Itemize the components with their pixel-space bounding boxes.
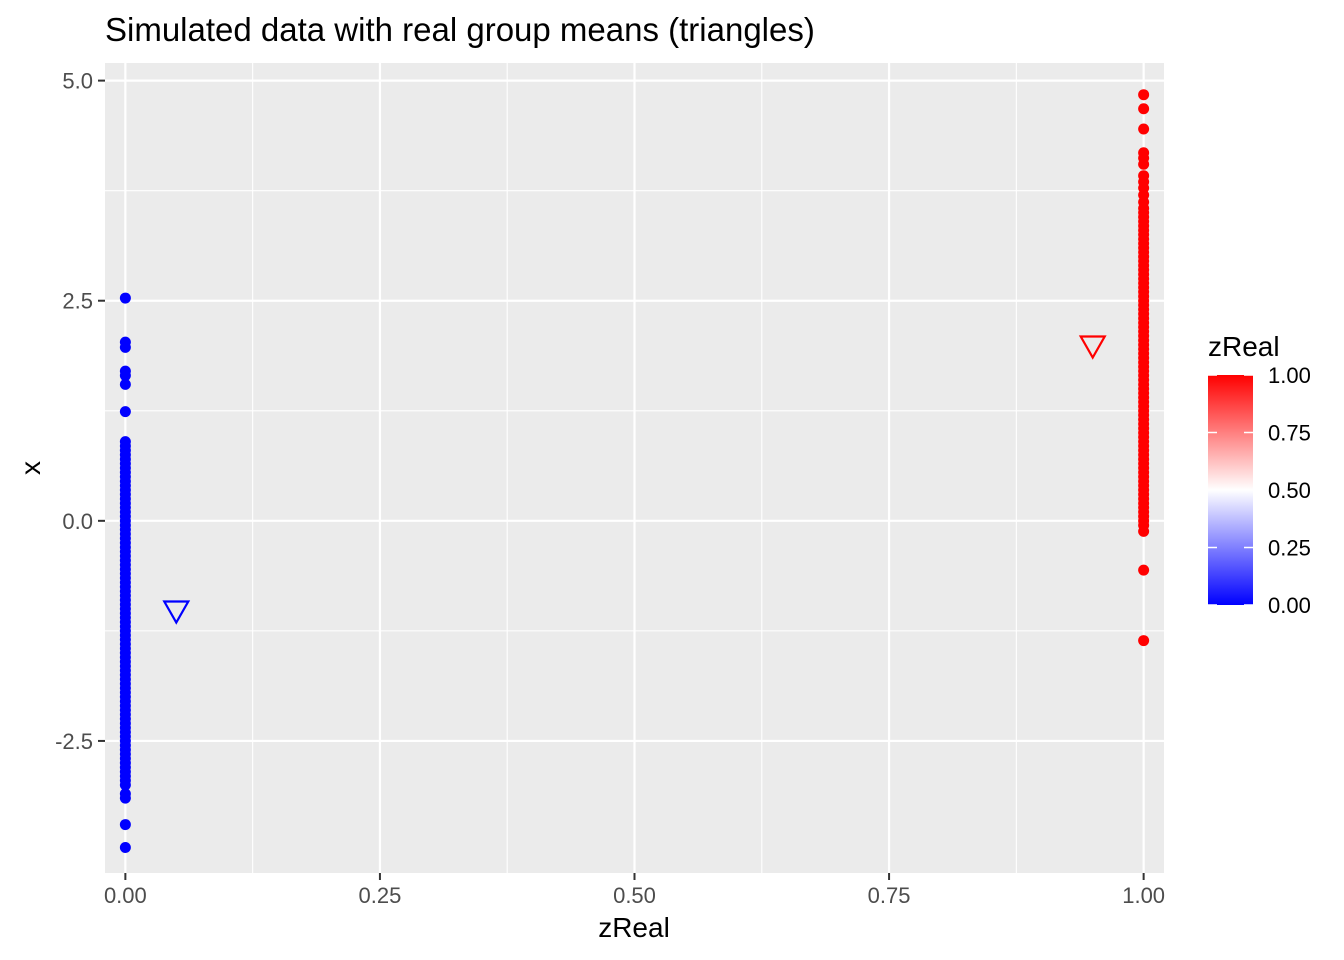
x-tick-label: 0.00 (104, 883, 147, 908)
data-point (1138, 564, 1150, 576)
data-point (119, 792, 131, 804)
y-tick-label: 0.0 (62, 509, 93, 534)
data-point (1138, 635, 1150, 647)
x-tick-label: 0.50 (613, 883, 656, 908)
x-tick-label: 1.00 (1122, 883, 1165, 908)
data-point (1138, 158, 1150, 170)
data-point (119, 378, 131, 390)
colorbar-label: 0.50 (1268, 478, 1311, 503)
group-means (162, 335, 1107, 625)
data-point (1138, 103, 1150, 115)
data-point (119, 841, 131, 853)
data-point (119, 292, 131, 304)
x-tick-label: 0.25 (359, 883, 402, 908)
colorbar-ticks: 0.00 0.25 0.50 0.75 1.00 (1208, 363, 1311, 618)
y-tick-label: 2.5 (62, 289, 93, 314)
group-mean-marker (1078, 335, 1107, 360)
y-tick-label: 5.0 (62, 69, 93, 94)
colorbar-label: 0.25 (1268, 536, 1311, 561)
colorbar-label: 1.00 (1268, 363, 1311, 388)
colorbar-label: 0.75 (1268, 421, 1311, 446)
x-axis-label: zReal (598, 912, 670, 943)
grid-lines (105, 63, 1164, 873)
data-point (119, 370, 131, 382)
data-point (119, 819, 131, 831)
data-point (119, 406, 131, 418)
data-point (1138, 123, 1150, 135)
legend-title: zReal (1208, 331, 1280, 362)
x-tick-label: 0.75 (868, 883, 911, 908)
data-points (119, 89, 1150, 853)
legend: zReal 0.00 0.25 0.50 0.75 1.00 (1208, 331, 1311, 618)
colorbar-label: 0.00 (1268, 593, 1311, 618)
y-tick-label: -2.5 (55, 729, 93, 754)
y-axis: -2.5 0.0 2.5 5.0 (55, 69, 105, 754)
data-point (119, 341, 131, 353)
group-mean-marker (162, 600, 191, 625)
x-axis: 0.00 0.25 0.50 0.75 1.00 (104, 873, 1165, 908)
data-point (119, 779, 131, 791)
y-axis-label: x (15, 461, 46, 475)
data-point (1138, 89, 1150, 101)
data-point (1138, 525, 1150, 537)
chart-title: Simulated data with real group means (tr… (105, 11, 815, 48)
